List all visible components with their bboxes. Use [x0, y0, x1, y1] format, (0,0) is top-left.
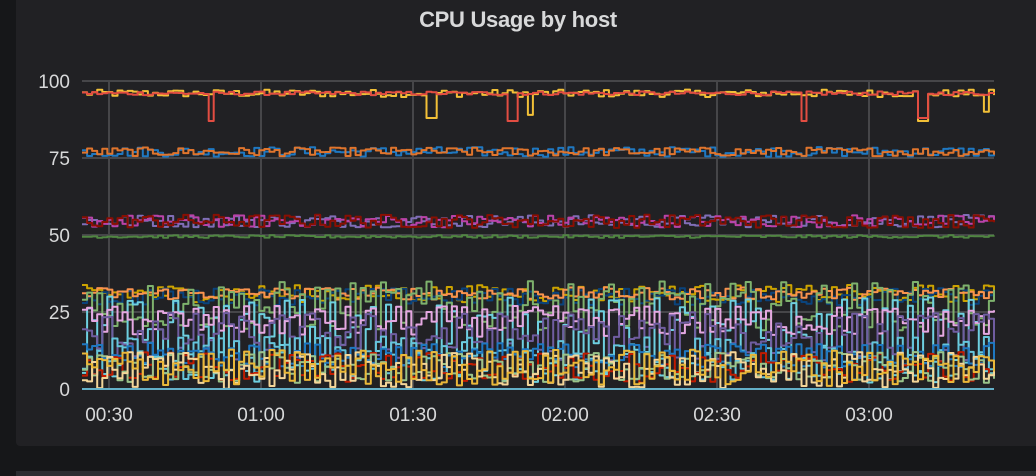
panel-title[interactable]: CPU Usage by host [419, 7, 617, 32]
series-line-host-green-50[interactable] [82, 234, 995, 239]
y-tick-label: 75 [49, 149, 70, 170]
next-panel-edge [16, 471, 1036, 476]
x-tick-label: 02:00 [541, 405, 589, 426]
series-line-host-yellow-low[interactable] [82, 348, 995, 387]
y-tick-label: 50 [49, 226, 70, 247]
x-tick-label: 01:00 [237, 405, 285, 426]
series-line-host-red-high[interactable] [82, 90, 995, 122]
series-line-host-orange-75[interactable] [82, 146, 995, 158]
x-tick-label: 03:00 [845, 405, 893, 426]
series-line-host-darkred-55[interactable] [82, 213, 995, 229]
x-tick-label: 02:30 [693, 405, 741, 426]
y-axis-ticks: 0 25 50 75 100 [38, 72, 70, 401]
x-axis-ticks: 00:30 01:00 01:30 02:00 02:30 03:00 [85, 405, 893, 426]
x-tick-label: 00:30 [85, 405, 133, 426]
y-tick-label: 100 [38, 72, 70, 93]
series-lines [82, 88, 995, 390]
y-tick-label: 0 [59, 380, 70, 401]
y-tick-label: 25 [49, 303, 70, 324]
x-tick-label: 01:30 [389, 405, 437, 426]
